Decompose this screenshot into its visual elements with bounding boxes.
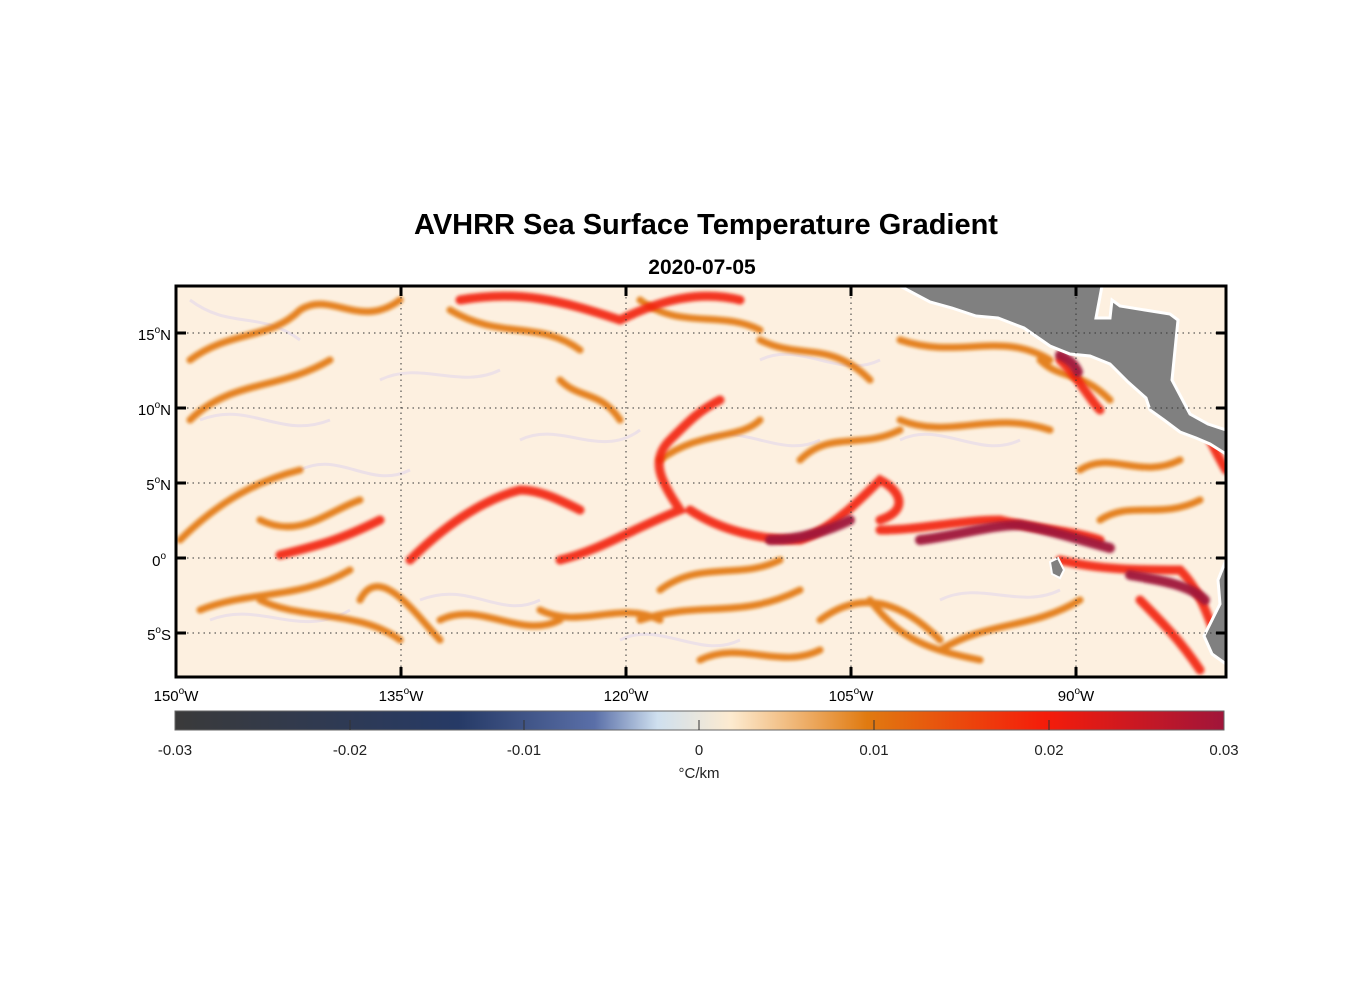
strongest-gradient-fronts — [765, 350, 1210, 605]
colorbar-tick-label: -0.01 — [507, 742, 541, 759]
map-subtitle: 2020-07-05 — [648, 256, 756, 279]
weak-gradient-texture — [189, 298, 1061, 648]
lat-label: 5oS — [147, 625, 171, 644]
lon-label: 150oW — [154, 686, 200, 705]
colorbar-tick-label: -0.02 — [333, 742, 367, 759]
lon-label: 135oW — [379, 686, 425, 705]
lat-label: 5oN — [146, 475, 171, 494]
colorbar-tick-marks — [349, 720, 1050, 730]
south-america-land — [1202, 559, 1226, 666]
map-plot-area — [176, 286, 1226, 677]
central-america-land — [899, 286, 1226, 456]
graticule — [176, 286, 1226, 677]
lon-label: 105oW — [829, 686, 875, 705]
colorbar-tick-label: 0.01 — [859, 742, 888, 759]
colorbar: -0.03 -0.02 -0.01 0 0.01 0.02 0.03 °C/km — [158, 710, 1239, 782]
lat-label: 0o — [152, 551, 166, 570]
map-title: AVHRR Sea Surface Temperature Gradient — [414, 209, 998, 241]
longitude-labels: 150oW 135oW 120oW 105oW 90oW — [154, 686, 1095, 705]
lon-label: 120oW — [604, 686, 650, 705]
colorbar-tick-label: -0.03 — [158, 742, 192, 759]
latitude-labels: 15oN 10oN 5oN 0o 5oS — [138, 325, 171, 644]
lon-label: 90oW — [1058, 686, 1095, 705]
lat-label: 15oN — [138, 325, 171, 344]
moderate-gradient-fronts — [176, 296, 1204, 664]
lat-label: 10oN — [138, 400, 171, 419]
galapagos-islands — [1048, 556, 1066, 580]
colorbar-tick-label: 0.03 — [1209, 742, 1238, 759]
map-frame-ticks — [176, 286, 1226, 677]
colorbar-unit-label: °C/km — [679, 765, 720, 782]
colorbar-tick-label: 0.02 — [1034, 742, 1063, 759]
colorbar-tick-label: 0 — [695, 742, 703, 759]
land-masses — [899, 286, 1226, 666]
